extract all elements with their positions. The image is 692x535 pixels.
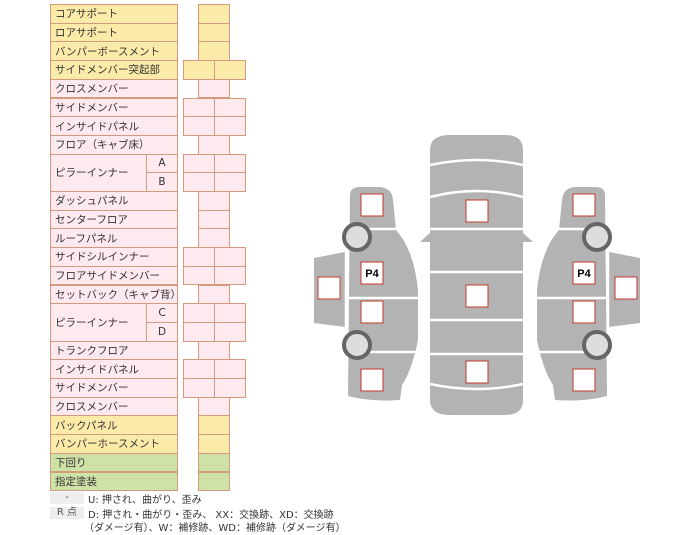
marker-right-mid xyxy=(572,300,596,324)
row-value-cell xyxy=(214,60,246,80)
marker-right-door xyxy=(614,276,638,300)
row-value-cell xyxy=(214,172,246,192)
row-label: ピラーインナー xyxy=(50,153,147,192)
marker-left-front xyxy=(360,193,384,217)
wheel-icon xyxy=(342,330,372,360)
row-value-cell xyxy=(198,471,230,492)
row-label: 指定塗装 xyxy=(50,471,178,492)
row-value-cell xyxy=(214,116,246,136)
marker-right-p4 xyxy=(572,261,596,285)
row-label: 下回り xyxy=(50,452,178,473)
marker-center-front xyxy=(465,199,489,223)
marker-left-rear xyxy=(360,368,384,392)
row-value-cell xyxy=(214,321,246,342)
car-mirror-right xyxy=(523,233,533,242)
marker-left-door xyxy=(317,276,341,300)
legend-text-w: （ダメージ有）、W：補修跡、WD：補修跡（ダメージ有） xyxy=(84,523,346,534)
marker-right-rear xyxy=(572,368,596,392)
row-label: クロスメンバー xyxy=(50,396,178,417)
row-label: フロア（キャブ床） xyxy=(50,134,178,155)
row-label: ピラーインナー xyxy=(50,303,147,342)
row-label: フロアサイドメンバー xyxy=(50,265,178,286)
legend-key-r: R 点 xyxy=(50,507,84,519)
marker-left-mid xyxy=(360,300,384,324)
row-label: サイドメンバー突起部 xyxy=(50,60,178,80)
wheels xyxy=(342,222,612,360)
row-sublabel: B xyxy=(146,172,178,192)
car-top-body xyxy=(430,135,523,415)
left-p4-label: P4 xyxy=(365,268,379,280)
row-label: クロスメンバー xyxy=(50,78,178,99)
marker-center-mid xyxy=(465,284,489,308)
row-label: サイドシルインナー xyxy=(50,247,178,267)
right-p4-label: P4 xyxy=(577,268,591,280)
car-left-side xyxy=(348,187,418,401)
car-right-side xyxy=(537,187,607,401)
row-label: インサイドパネル xyxy=(50,116,178,136)
car-mirror-left xyxy=(420,233,430,242)
row-label: バンパーボースメント xyxy=(50,41,178,62)
row-value-cell xyxy=(214,265,246,286)
legend-text-u: U: 押され、曲がり、歪み xyxy=(88,495,202,506)
row-value-cell xyxy=(214,378,246,398)
row-label: ダッシュパネル xyxy=(50,191,178,211)
row-sublabel: D xyxy=(146,321,178,342)
wheel-icon xyxy=(582,222,612,252)
marker-center-rear xyxy=(465,360,489,384)
wheel-icon xyxy=(582,330,612,360)
row-label: トランクフロア xyxy=(50,340,178,361)
marker-left-p4 xyxy=(360,261,384,285)
legend-key-dash: - xyxy=(50,492,84,504)
legend-text-d: D: 押され・曲がり・歪み、 XX：交換跡、XD：交換跡 xyxy=(88,510,334,521)
row-label: バックパネル xyxy=(50,415,178,436)
row-label: サイドメンバー xyxy=(50,97,178,118)
wheel-icon xyxy=(342,222,372,252)
marker-right-front xyxy=(572,193,596,217)
